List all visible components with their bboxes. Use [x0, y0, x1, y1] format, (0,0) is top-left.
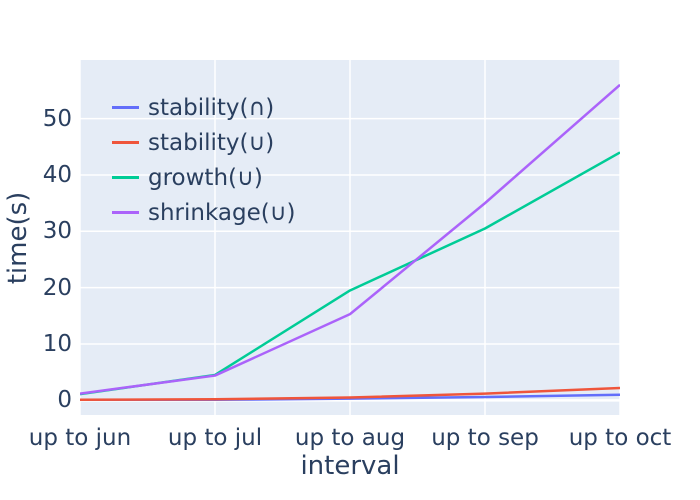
legend-label: stability(∩): [148, 94, 275, 121]
x-tick-label-up-to-sep: up to sep: [431, 425, 539, 451]
y-tick-label-10: 10: [42, 331, 72, 357]
x-tick-label-up-to-jul: up to jul: [167, 425, 263, 451]
y-tick-label-30: 30: [42, 218, 72, 245]
legend-label: stability(∪): [148, 129, 275, 156]
legend-item-stability-intersection[interactable]: stability(∩): [112, 90, 296, 125]
legend-label: growth(∪): [148, 164, 263, 191]
legend-line-swatch: [112, 211, 139, 214]
y-tick-label-20: 20: [42, 274, 72, 301]
series-line-stability-union[interactable]: [80, 386, 620, 402]
x-tick-label-up-to-oct: up to oct: [568, 425, 672, 451]
legend-item-growth-union[interactable]: growth(∪): [112, 160, 296, 195]
plot-canvas: [80, 60, 620, 415]
x-tick-label-up-to-jun: up to jun: [28, 425, 132, 451]
x-axis-title: interval: [300, 451, 400, 481]
legend-item-shrinkage-union[interactable]: shrinkage(∪): [112, 195, 296, 230]
y-tick-label-50: 50: [42, 105, 72, 132]
legend-line-swatch: [112, 176, 139, 179]
y-tick-label-0: 0: [57, 387, 72, 414]
legend-line-swatch: [112, 141, 139, 144]
legend: stability(∩) stability(∪) growth(∪) shrinka…: [112, 90, 296, 230]
plot-area: [80, 60, 620, 415]
legend-item-stability-union[interactable]: stability(∪): [112, 125, 296, 160]
series-line-shrinkage-union[interactable]: [80, 83, 620, 395]
y-tick-label-40: 40: [42, 161, 72, 188]
legend-label: shrinkage(∪): [148, 199, 296, 226]
x-tick-label-up-to-aug: up to aug: [294, 425, 406, 451]
legend-line-swatch: [112, 106, 139, 109]
